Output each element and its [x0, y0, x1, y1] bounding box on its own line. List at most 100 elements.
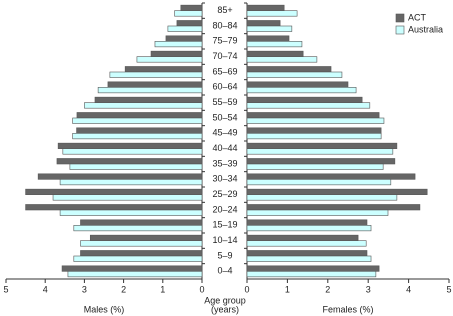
bar [246, 96, 363, 103]
x-tick-label: 1 [160, 284, 165, 294]
bar [246, 127, 382, 134]
x-tick-label: 3 [82, 284, 87, 294]
x-tick-label: 5 [446, 284, 451, 294]
bar [80, 219, 203, 226]
bar [246, 255, 372, 262]
bar [61, 265, 203, 272]
bar [246, 133, 382, 140]
bar [67, 271, 203, 278]
bar [72, 133, 203, 140]
bar [150, 50, 203, 57]
category-label: 85+ [217, 5, 232, 15]
x-tick-label: 0 [244, 284, 249, 294]
category-label: 25–29 [212, 189, 237, 199]
bar [246, 66, 332, 73]
bar [94, 96, 203, 103]
bar [25, 188, 203, 195]
bar [76, 127, 203, 134]
x-tick-label: 4 [43, 284, 48, 294]
category-label: 45–49 [212, 128, 237, 138]
bar [52, 194, 203, 201]
bar [73, 225, 203, 232]
x-axis-label: Males (%) [84, 304, 125, 314]
bar [37, 173, 203, 180]
bar [246, 56, 318, 63]
x-tick-label: 3 [366, 284, 371, 294]
x-tick-label: 2 [121, 284, 126, 294]
bar [246, 179, 392, 186]
bar [246, 163, 384, 170]
bar [76, 112, 203, 119]
bar [246, 35, 290, 42]
bar [246, 240, 367, 247]
bar [174, 10, 203, 17]
bar [246, 148, 394, 155]
category-label: 5–9 [217, 250, 232, 260]
x-axis-label: Females (%) [322, 304, 373, 314]
bar [165, 35, 203, 42]
bar [246, 194, 398, 201]
bar [59, 209, 203, 216]
bar [246, 234, 359, 241]
bar [246, 158, 396, 165]
category-label: 15–19 [212, 220, 237, 230]
category-label: 60–64 [212, 82, 237, 92]
bar [246, 209, 389, 216]
bar [246, 87, 357, 94]
bar [246, 50, 304, 57]
bar [180, 4, 203, 11]
category-label: 20–24 [212, 204, 237, 214]
bar [107, 81, 203, 88]
bar [246, 271, 377, 278]
bar [246, 142, 398, 149]
center-label: (years) [211, 304, 239, 314]
bar [246, 71, 343, 78]
category-label: 55–59 [212, 97, 237, 107]
bar [57, 142, 203, 149]
x-tick-label: 5 [3, 284, 8, 294]
bar [246, 173, 416, 180]
bar [59, 179, 203, 186]
legend-label: ACT [408, 12, 427, 22]
bar [25, 204, 203, 211]
bar [84, 102, 203, 109]
bar [109, 71, 203, 78]
center-label: Age group [204, 295, 246, 305]
bar [72, 117, 203, 124]
bar [246, 10, 298, 17]
category-label: 65–69 [212, 66, 237, 76]
bar [56, 158, 203, 165]
bar [69, 163, 203, 170]
bar [246, 25, 293, 32]
category-label: 75–79 [212, 36, 237, 46]
bar [246, 204, 421, 211]
bar [246, 102, 371, 109]
legend-swatch [395, 13, 405, 23]
bar [246, 225, 372, 232]
x-tick-label: 4 [406, 284, 411, 294]
bar [246, 188, 428, 195]
category-label: 70–74 [212, 51, 237, 61]
legend-swatch [395, 25, 405, 35]
x-tick-label: 1 [285, 284, 290, 294]
bar [62, 148, 203, 155]
category-label: 30–34 [212, 174, 237, 184]
bar [246, 112, 380, 119]
bar [246, 265, 380, 272]
bar [246, 81, 349, 88]
bar [89, 234, 203, 241]
category-label: 10–14 [212, 235, 237, 245]
x-tick-label: 2 [325, 284, 330, 294]
category-label: 40–44 [212, 143, 237, 153]
legend-label: Australia [408, 24, 443, 34]
bar [246, 41, 303, 48]
category-label: 35–39 [212, 158, 237, 168]
bar [80, 250, 203, 257]
bar [246, 4, 285, 11]
bar [246, 117, 385, 124]
category-label: 0–4 [217, 266, 232, 276]
bar [167, 25, 203, 32]
bar [154, 41, 203, 48]
bar [80, 240, 203, 247]
